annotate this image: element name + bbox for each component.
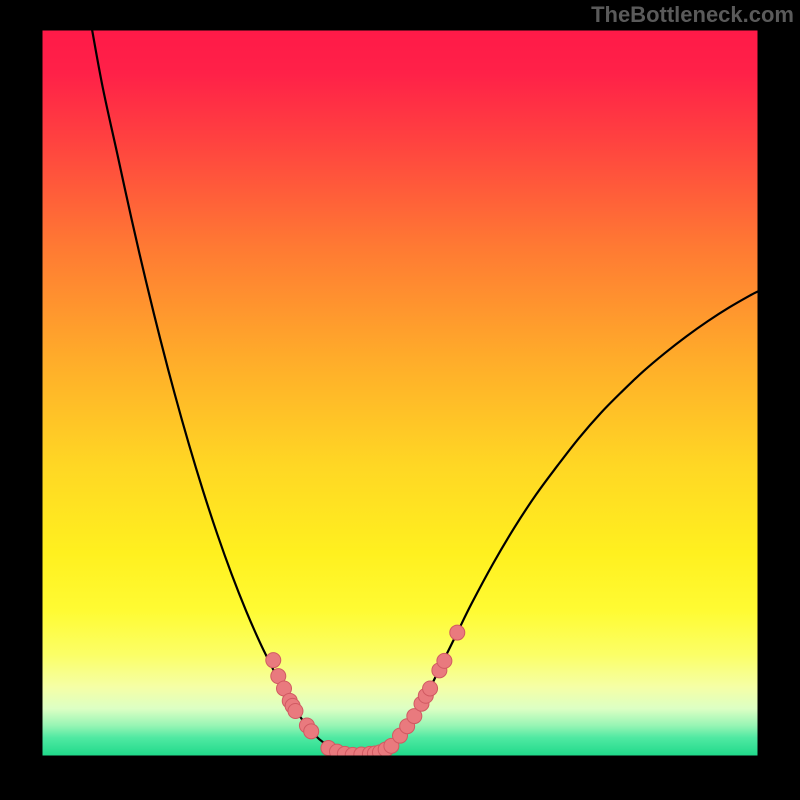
data-marker <box>288 703 303 718</box>
plot-area <box>42 30 758 756</box>
data-marker <box>266 653 281 668</box>
data-marker <box>304 724 319 739</box>
chart-svg <box>0 0 800 800</box>
data-marker <box>450 625 465 640</box>
bottleneck-chart: TheBottleneck.com <box>0 0 800 800</box>
watermark-text: TheBottleneck.com <box>591 2 794 28</box>
data-marker <box>423 681 438 696</box>
data-marker <box>437 653 452 668</box>
